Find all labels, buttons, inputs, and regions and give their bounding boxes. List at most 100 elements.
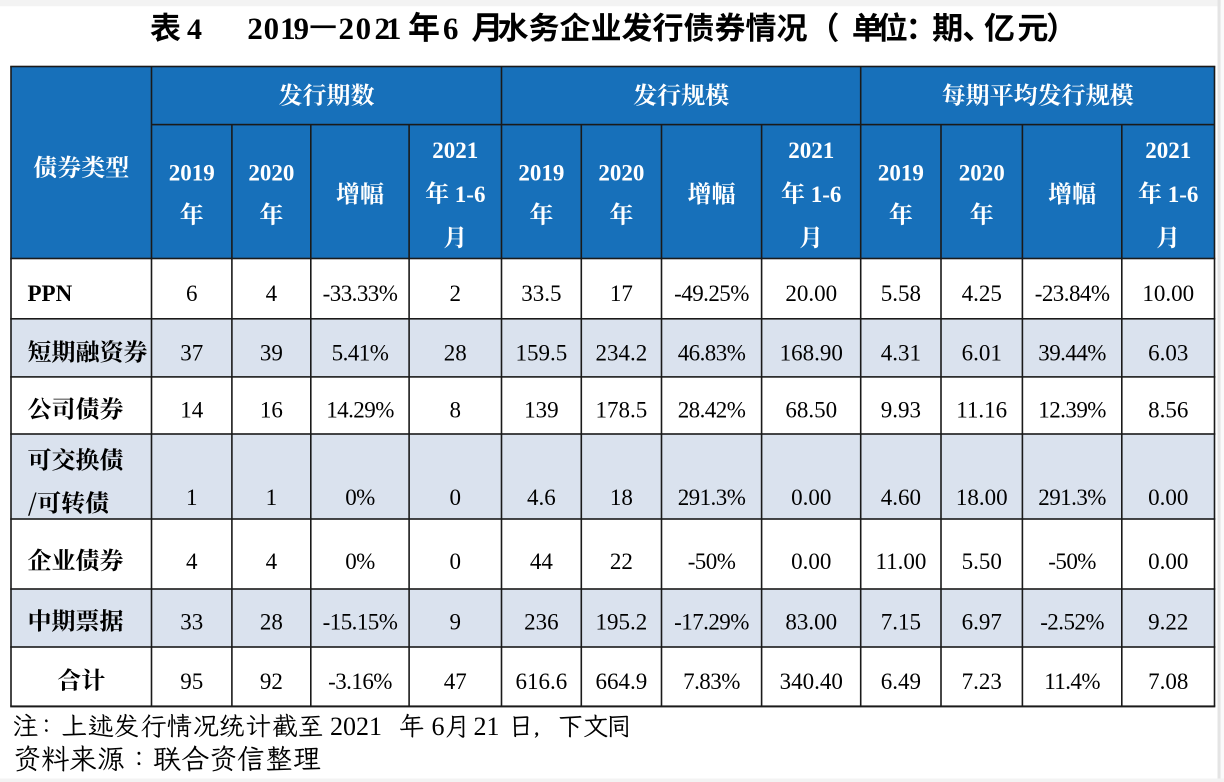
svg-text:14.29%: 14.29% (326, 398, 394, 423)
svg-text:0%: 0% (345, 485, 375, 510)
svg-text:46.83%: 46.83% (678, 341, 746, 366)
svg-text:6.01: 6.01 (962, 341, 1002, 366)
svg-text:28: 28 (260, 610, 283, 635)
svg-text:5.41%: 5.41% (332, 341, 389, 366)
svg-text:22: 22 (610, 549, 633, 574)
svg-text:6: 6 (432, 712, 445, 741)
svg-text:2019: 2019 (878, 161, 924, 186)
svg-text:1-6: 1-6 (811, 182, 842, 207)
svg-text:5.50: 5.50 (962, 549, 1002, 574)
svg-text:0.00: 0.00 (791, 549, 831, 574)
svg-text:2020: 2020 (598, 161, 644, 186)
svg-text:168.90: 168.90 (780, 341, 843, 366)
svg-text:47: 47 (444, 669, 467, 694)
svg-text:83.00: 83.00 (785, 610, 837, 635)
svg-text:20.00: 20.00 (785, 281, 837, 306)
svg-text:195.2: 195.2 (596, 610, 648, 635)
svg-text:9.93: 9.93 (881, 398, 921, 423)
svg-text:0.00: 0.00 (1148, 485, 1188, 510)
svg-text:33.5: 33.5 (521, 281, 561, 306)
svg-text:340.40: 340.40 (780, 669, 843, 694)
svg-text:0.00: 0.00 (791, 485, 831, 510)
svg-text:7.08: 7.08 (1148, 669, 1188, 694)
svg-text:95: 95 (180, 669, 203, 694)
svg-text:4.60: 4.60 (881, 485, 921, 510)
svg-text:616.6: 616.6 (516, 669, 568, 694)
svg-text:178.5: 178.5 (596, 398, 648, 423)
svg-text:0%: 0% (345, 549, 375, 574)
svg-text:7.83%: 7.83% (683, 669, 740, 694)
svg-text:17: 17 (610, 281, 633, 306)
svg-text:1-6: 1-6 (1168, 182, 1199, 207)
svg-text:2020: 2020 (248, 161, 294, 186)
svg-text:-17.29%: -17.29% (674, 610, 749, 635)
svg-text:234.2: 234.2 (596, 341, 648, 366)
svg-text:-49.25%: -49.25% (674, 281, 749, 306)
svg-text:8.56: 8.56 (1148, 398, 1188, 423)
svg-text:4.25: 4.25 (962, 281, 1002, 306)
svg-text:-23.84%: -23.84% (1035, 281, 1110, 306)
svg-text:7.23: 7.23 (962, 669, 1002, 694)
svg-text:4: 4 (266, 549, 278, 574)
svg-text:4: 4 (187, 13, 202, 46)
svg-text:39: 39 (260, 341, 283, 366)
svg-text:-50%: -50% (1048, 549, 1096, 574)
svg-text:12.39%: 12.39% (1038, 398, 1106, 423)
svg-text:21: 21 (474, 712, 500, 741)
svg-text:28.42%: 28.42% (678, 398, 746, 423)
svg-text:18: 18 (610, 485, 633, 510)
svg-text:-15.15%: -15.15% (323, 610, 398, 635)
svg-text:1: 1 (186, 485, 198, 510)
svg-text:6.97: 6.97 (962, 610, 1002, 635)
svg-text:2020: 2020 (959, 161, 1005, 186)
svg-text:2019: 2019 (518, 161, 564, 186)
svg-text:4: 4 (186, 549, 198, 574)
svg-text:0.00: 0.00 (1148, 549, 1188, 574)
svg-text:10.00: 10.00 (1142, 281, 1194, 306)
svg-text:11.16: 11.16 (956, 398, 1007, 423)
svg-text:236: 236 (524, 610, 559, 635)
svg-text:68.50: 68.50 (785, 398, 837, 423)
svg-text:2021: 2021 (788, 138, 834, 163)
svg-text:2021: 2021 (432, 138, 478, 163)
svg-text:2021: 2021 (330, 712, 382, 741)
svg-text:6: 6 (186, 281, 198, 306)
svg-text:6.49: 6.49 (881, 669, 921, 694)
svg-text:5.58: 5.58 (881, 281, 921, 306)
svg-text:-50%: -50% (688, 549, 736, 574)
svg-text:16: 16 (260, 398, 283, 423)
svg-text:2021: 2021 (1145, 138, 1191, 163)
svg-text:1: 1 (266, 485, 278, 510)
svg-text:9: 9 (450, 610, 462, 635)
svg-text:4.6: 4.6 (527, 485, 556, 510)
svg-text:92: 92 (260, 669, 283, 694)
svg-text:6.03: 6.03 (1148, 341, 1188, 366)
svg-text:-33.33%: -33.33% (323, 281, 398, 306)
svg-text:1-6: 1-6 (455, 182, 486, 207)
svg-text:18.00: 18.00 (956, 485, 1008, 510)
svg-text:-2.52%: -2.52% (1040, 610, 1104, 635)
svg-text:PPN: PPN (28, 281, 73, 306)
svg-text:11.4%: 11.4% (1044, 669, 1100, 694)
svg-text:4: 4 (266, 281, 278, 306)
svg-text:39.44%: 39.44% (1038, 341, 1106, 366)
svg-text:291.3%: 291.3% (1038, 485, 1106, 510)
svg-text:159.5: 159.5 (516, 341, 568, 366)
svg-text:2: 2 (450, 281, 462, 306)
svg-text:33: 33 (180, 610, 203, 635)
svg-text:-3.16%: -3.16% (328, 669, 392, 694)
svg-text:44: 44 (530, 549, 554, 574)
svg-text:4.31: 4.31 (881, 341, 921, 366)
svg-text:0: 0 (450, 485, 462, 510)
svg-text:9.22: 9.22 (1148, 610, 1188, 635)
svg-text:139: 139 (524, 398, 559, 423)
svg-text:37: 37 (180, 341, 203, 366)
svg-text:8: 8 (450, 398, 462, 423)
svg-text:664.9: 664.9 (596, 669, 648, 694)
svg-text:0: 0 (450, 549, 462, 574)
svg-text:11.00: 11.00 (875, 549, 926, 574)
svg-text:2019: 2019 (169, 161, 215, 186)
svg-text:28: 28 (444, 341, 467, 366)
svg-text:7.15: 7.15 (881, 610, 921, 635)
svg-text:14: 14 (180, 398, 204, 423)
